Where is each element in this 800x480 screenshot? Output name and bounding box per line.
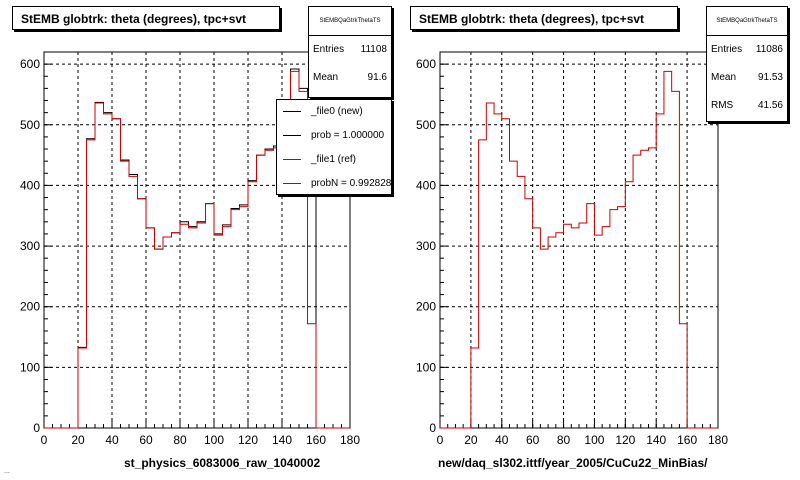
x-tick-label: 160 bbox=[677, 433, 697, 447]
x-tick-label: 80 bbox=[557, 433, 571, 447]
stats-mean-label: Mean bbox=[711, 72, 737, 83]
y-tick-label: 200 bbox=[416, 300, 436, 314]
legend-entry: probN = 0.992828 bbox=[277, 172, 392, 194]
stats-box-left: StEMBQaGtrkThetaTS Entries 11108 Mean 91.6 bbox=[308, 6, 392, 98]
y-tick-label: 600 bbox=[416, 57, 436, 71]
histogram-series bbox=[440, 70, 718, 429]
x-tick-label: 60 bbox=[526, 433, 540, 447]
stats-name: StEMBQaGtrkThetaTS bbox=[707, 7, 787, 36]
x-tick-label: 80 bbox=[173, 433, 187, 447]
y-tick-label: 500 bbox=[416, 118, 436, 132]
legend-entry: _file0 (new) bbox=[277, 100, 391, 124]
x-tick-label: 40 bbox=[495, 433, 509, 447]
stats-rms-value: 41.56 bbox=[757, 100, 783, 111]
stats-box-right: StEMBQaGtrkThetaTS Entries 11086 Mean 91.5… bbox=[706, 6, 788, 122]
x-tick-label: 20 bbox=[464, 433, 478, 447]
y-tick-label: 0 bbox=[429, 421, 436, 435]
y-tick-label: 100 bbox=[416, 360, 436, 374]
legend-entry: prob = 1.000000 bbox=[277, 124, 391, 148]
stats-entries-value: 11086 bbox=[755, 44, 783, 55]
footer-text: ... bbox=[4, 468, 10, 475]
x-tick-label: 0 bbox=[41, 433, 48, 447]
x-axis-label-right: new/daq_sl302.ittf/year_2005/CuCu22_MinB… bbox=[438, 456, 708, 470]
x-tick-label: 180 bbox=[708, 433, 728, 447]
y-tick-label: 500 bbox=[20, 118, 40, 132]
x-tick-label: 20 bbox=[71, 433, 85, 447]
x-tick-label: 180 bbox=[340, 433, 360, 447]
plot-title-right: StEMB globtrk: theta (degrees), tpc+svt bbox=[410, 6, 678, 30]
x-tick-label: 100 bbox=[584, 433, 604, 447]
y-tick-label: 100 bbox=[20, 360, 40, 374]
stats-entries-label: Entries bbox=[313, 44, 345, 55]
stats-rms-label: RMS bbox=[711, 100, 734, 111]
x-tick-label: 120 bbox=[615, 433, 635, 447]
legend-label: _file0 (new) bbox=[311, 106, 363, 117]
legend-label: prob = 1.000000 bbox=[311, 130, 385, 141]
x-tick-label: 40 bbox=[105, 433, 119, 447]
x-axis-label-left: st_physics_6083006_raw_1040002 bbox=[124, 456, 321, 470]
plot-title-left: StEMB globtrk: theta (degrees), tpc+svt bbox=[12, 6, 280, 30]
x-tick-label: 120 bbox=[238, 433, 258, 447]
x-tick-label: 140 bbox=[646, 433, 666, 447]
x-tick-label: 100 bbox=[204, 433, 224, 447]
stats-name: StEMBQaGtrkThetaTS bbox=[309, 7, 391, 36]
y-tick-label: 300 bbox=[20, 239, 40, 253]
y-tick-label: 400 bbox=[416, 178, 436, 192]
y-tick-label: 600 bbox=[20, 57, 40, 71]
plot-frame bbox=[439, 51, 719, 429]
x-tick-label: 60 bbox=[139, 433, 153, 447]
stats-entries-value: 11108 bbox=[360, 44, 387, 55]
x-tick-label: 160 bbox=[306, 433, 326, 447]
legend-left: _file0 (new) prob = 1.000000 _file1 (ref… bbox=[276, 99, 392, 195]
stats-mean-value: 91.53 bbox=[757, 72, 783, 83]
y-tick-label: 400 bbox=[20, 178, 40, 192]
x-tick-label: 140 bbox=[272, 433, 292, 447]
y-tick-label: 200 bbox=[20, 300, 40, 314]
legend-label: probN = 0.992828 bbox=[311, 178, 392, 189]
legend-entry: _file1 (ref) bbox=[277, 148, 391, 172]
legend-label: _file1 (ref) bbox=[311, 154, 357, 165]
y-tick-label: 300 bbox=[416, 239, 436, 253]
y-tick-label: 0 bbox=[33, 421, 40, 435]
stats-mean-value: 91.6 bbox=[367, 72, 387, 83]
stats-mean-label: Mean bbox=[313, 72, 339, 83]
x-tick-label: 0 bbox=[437, 433, 444, 447]
stats-entries-label: Entries bbox=[711, 44, 743, 55]
